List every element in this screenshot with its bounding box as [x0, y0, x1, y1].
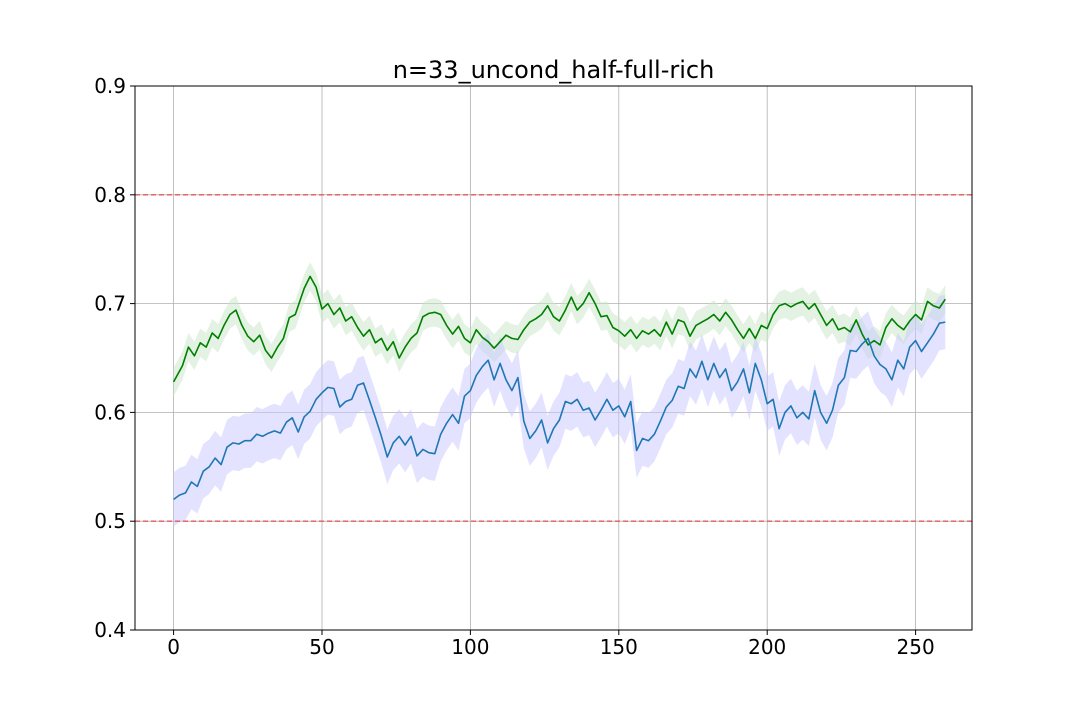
plot-frame [134, 85, 973, 631]
y-tick-label: 0.7 [94, 292, 126, 316]
series-1-band [173, 262, 946, 397]
series-2-band [173, 294, 946, 527]
tick-layer: 0 50 100 150 200 250 0.4 0.5 0.6 0.7 0.8 0.9 [94, 74, 935, 659]
y-tick-label: 0.6 [94, 400, 126, 424]
reference-line-layer [135, 194, 972, 522]
x-tick-label: 250 [897, 635, 935, 659]
series-layer [172, 275, 946, 501]
chart-title: n=33_uncond_half-full-rich [393, 56, 715, 84]
x-tick-label: 50 [309, 635, 334, 659]
x-tick-label: 150 [600, 635, 638, 659]
confidence-band-layer [173, 262, 946, 527]
x-tick-label: 0 [167, 635, 180, 659]
y-tick-label: 0.9 [94, 74, 126, 98]
x-tick-label: 200 [748, 635, 786, 659]
x-tick-label: 100 [451, 635, 489, 659]
series-2-line [173, 321, 946, 501]
y-tick-label: 0.4 [94, 618, 126, 642]
y-tick-label: 0.5 [94, 509, 126, 533]
y-tick-label: 0.8 [94, 183, 126, 207]
series-1-line [172, 275, 946, 383]
